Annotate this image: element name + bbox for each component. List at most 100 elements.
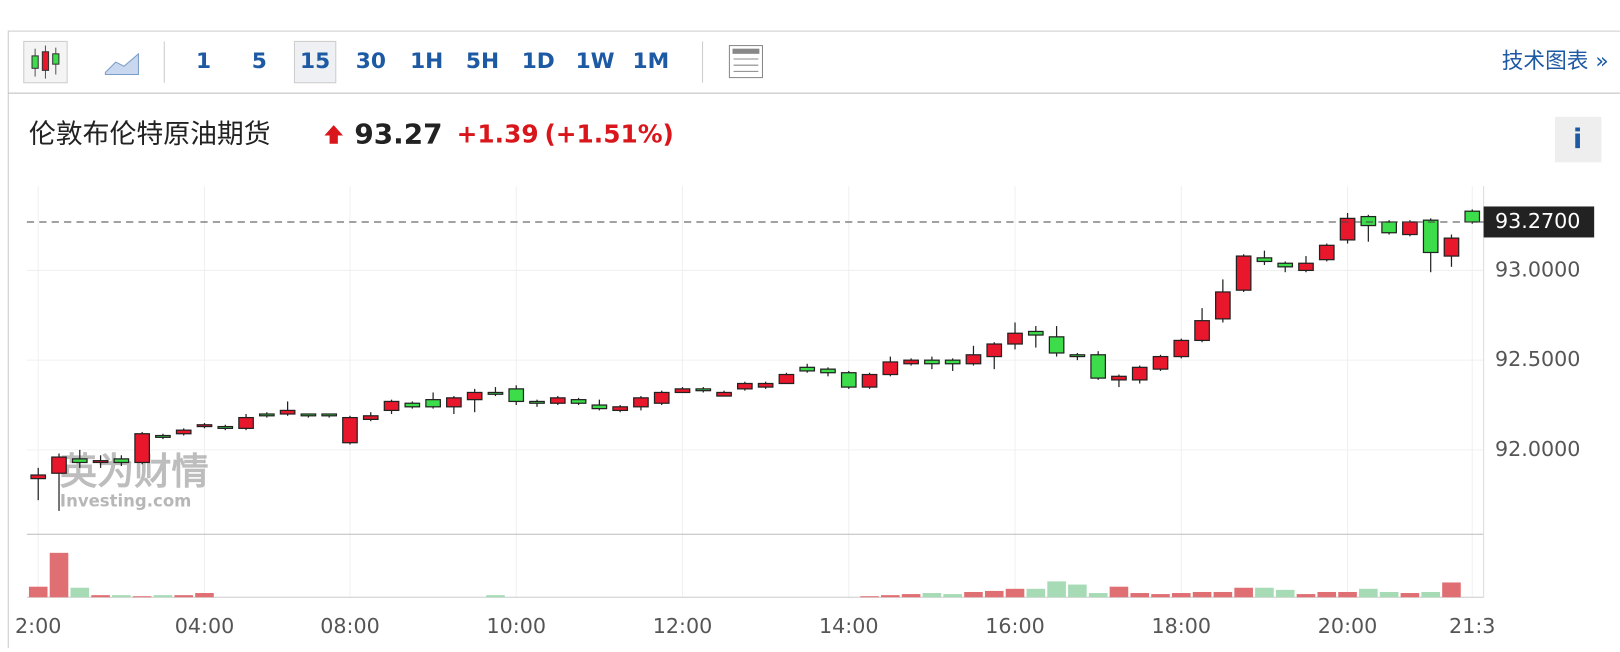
volume-bar xyxy=(1192,591,1212,598)
volume-bar xyxy=(28,586,48,598)
candle-body xyxy=(799,366,816,372)
panel xyxy=(7,30,1620,652)
chart-link[interactable]: 技术图表 » xyxy=(1502,49,1609,74)
x-tick-label: 04:00 xyxy=(175,614,235,638)
candle-body xyxy=(1443,237,1460,257)
price: 93.27 xyxy=(354,117,442,150)
last-price-box xyxy=(1483,206,1595,238)
volume-bar xyxy=(1026,588,1046,598)
candle-body xyxy=(1381,221,1397,234)
y-tick-label: 92.0000 xyxy=(1495,437,1580,461)
candle-body xyxy=(1027,330,1044,336)
volume-bar xyxy=(984,590,1004,598)
volume-bar xyxy=(1255,587,1274,598)
candle-body xyxy=(362,415,379,421)
candle-body xyxy=(113,458,130,464)
candle-body xyxy=(861,373,878,388)
candle-body xyxy=(1215,291,1231,320)
candle-body xyxy=(674,388,691,394)
candle-body xyxy=(1318,244,1335,261)
y-tick-label: 93.0000 xyxy=(1495,257,1580,281)
x-tick-label: 18:00 xyxy=(1152,614,1212,638)
candle-body xyxy=(1277,262,1294,268)
candle-body xyxy=(716,391,732,397)
table-icon-button[interactable] xyxy=(728,45,763,79)
candle-body xyxy=(549,397,566,404)
candle-body xyxy=(1256,257,1273,263)
volume-bar xyxy=(1296,594,1316,598)
candle-body xyxy=(155,434,171,438)
volume-bar xyxy=(132,596,152,598)
candle-body xyxy=(175,429,192,435)
volume-bar xyxy=(70,587,90,598)
volume-bar xyxy=(1359,588,1378,598)
candle-body xyxy=(986,343,1003,358)
interval-button[interactable]: 1W xyxy=(576,49,615,74)
y-tick-label: 92.5000 xyxy=(1495,347,1580,371)
watermark: Investing.com xyxy=(60,492,191,511)
candle-body xyxy=(840,372,857,388)
candle-body xyxy=(965,354,982,365)
candle-body xyxy=(466,391,483,401)
candle-body xyxy=(1152,355,1169,370)
interval-button[interactable]: 1 xyxy=(196,49,211,74)
candle-body xyxy=(30,474,47,480)
x-tick-label: 16:00 xyxy=(985,614,1045,638)
candle-body xyxy=(1464,210,1481,223)
x-tick-label: 14:00 xyxy=(819,614,879,638)
candle-body xyxy=(882,361,899,376)
candle-body xyxy=(1235,255,1252,291)
candle-body xyxy=(342,416,358,444)
info-button[interactable] xyxy=(1554,116,1602,163)
line-icon-button[interactable] xyxy=(104,52,139,76)
volume-bar xyxy=(174,595,194,598)
candle-body xyxy=(92,460,109,464)
candle-body xyxy=(217,425,234,429)
x-tick-label: 2:00 xyxy=(15,614,61,638)
candle-body xyxy=(71,458,88,464)
candle-body xyxy=(1194,320,1210,342)
volume-bar xyxy=(1151,594,1170,598)
candle-body xyxy=(1298,262,1314,272)
x-tick-label: 20:00 xyxy=(1318,614,1378,638)
interval-button[interactable]: 1D xyxy=(522,49,555,74)
candle-body xyxy=(321,413,338,417)
candle-body xyxy=(1339,217,1356,241)
volume-bar xyxy=(860,596,879,598)
interval-button[interactable]: 5H xyxy=(466,49,499,74)
volume-bar xyxy=(1047,581,1066,598)
volume-bar xyxy=(1234,587,1253,598)
interval-button[interactable]: 1H xyxy=(410,49,443,74)
volume-bar xyxy=(1421,591,1440,598)
candle-body xyxy=(508,388,525,403)
interval-button[interactable]: 15 xyxy=(300,49,330,74)
interval-button[interactable]: 30 xyxy=(356,49,386,74)
change: +1.39 xyxy=(457,119,539,148)
candle-body xyxy=(529,400,545,404)
selected-interval-box xyxy=(293,40,337,84)
volume-bar xyxy=(1171,593,1191,598)
volume-bar xyxy=(195,593,214,598)
interval-button[interactable]: 5 xyxy=(252,49,267,74)
candle-body xyxy=(736,382,753,390)
x-tick-label: 08:00 xyxy=(320,614,380,638)
candle-body xyxy=(300,413,317,417)
volume-bar xyxy=(922,593,942,598)
x-tick-label: 12:00 xyxy=(653,614,713,638)
volume-bar xyxy=(901,594,921,598)
info-label[interactable]: i xyxy=(1573,124,1582,155)
candle-body xyxy=(279,409,296,415)
candle-body xyxy=(425,399,441,408)
candle-body xyxy=(1007,332,1023,345)
interval-button[interactable]: 1M xyxy=(633,49,670,74)
candle-icon-button[interactable] xyxy=(23,40,68,84)
candle-body xyxy=(1173,339,1190,358)
candle-body xyxy=(944,359,961,365)
candle-body xyxy=(1422,219,1439,254)
volume-bar xyxy=(1379,591,1399,598)
candle-body xyxy=(1360,215,1377,227)
candle-body xyxy=(1048,336,1065,354)
x-tick-label: 21:3 xyxy=(1449,614,1495,638)
candle-body xyxy=(695,388,712,392)
